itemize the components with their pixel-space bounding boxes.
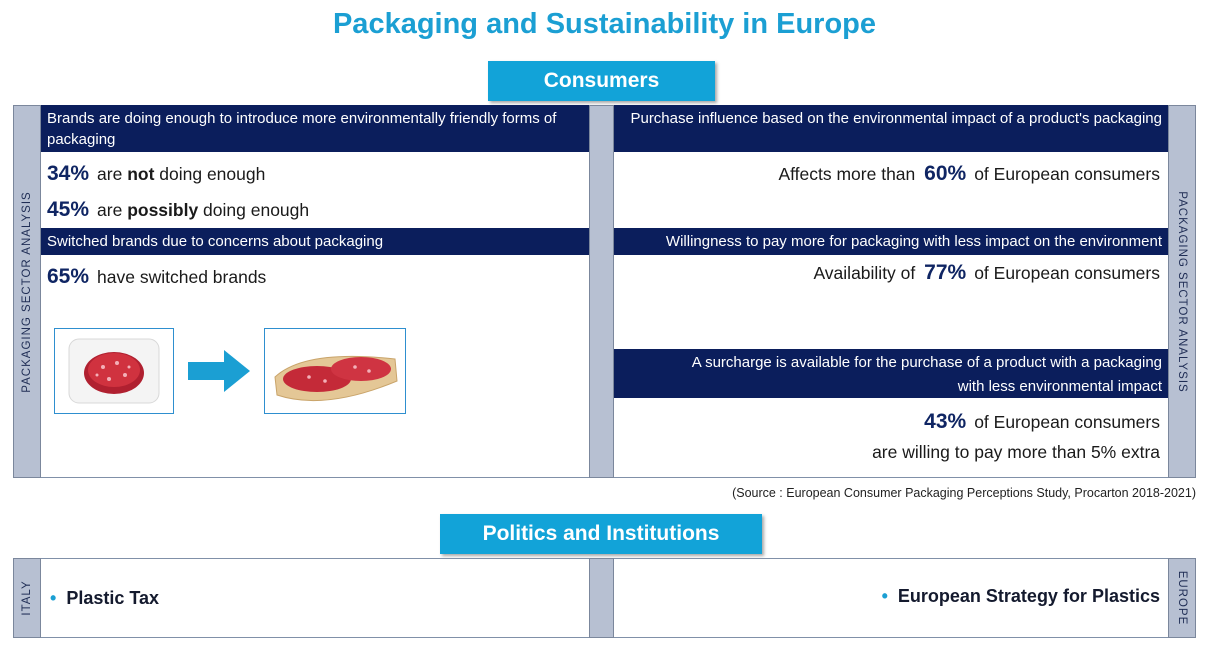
- bullet-icon: •: [50, 588, 57, 608]
- right-stat-affects: Affects more than 60% of European consume…: [778, 162, 1160, 185]
- eu-strategy-label: European Strategy for Plastics: [897, 586, 1160, 606]
- stat-percent: 34%: [47, 162, 90, 185]
- right-band-purchase-influence: Purchase influence based on the environm…: [614, 105, 1168, 152]
- eu-strategy-item: • European Strategy for Plastics: [882, 586, 1160, 607]
- politics-center-divider: [589, 558, 614, 638]
- plastic-tax-item: • Plastic Tax: [50, 588, 159, 609]
- arrow-right-icon: [188, 350, 252, 392]
- italy-label: ITALY: [21, 580, 33, 616]
- left-band-switched-text: Switched brands due to concerns about pa…: [47, 233, 384, 250]
- right-band-purchase-influence-text: Purchase influence based on the environm…: [630, 110, 1162, 127]
- right-band-surcharge: A surcharge is available for the purchas…: [614, 349, 1168, 398]
- right-band-surcharge-line2: with less environmental impact: [957, 378, 1162, 395]
- europe-sidebar: EUROPE: [1168, 558, 1196, 638]
- meat-tray-photo-before: [54, 328, 174, 414]
- right-sidebar: PACKAGING SECTOR ANALYSIS: [1168, 105, 1196, 478]
- left-stat-possibly-enough: 45% are possibly doing enough: [47, 198, 310, 221]
- right-sidebar-label: PACKAGING SECTOR ANALYSIS: [1176, 190, 1188, 393]
- stat-percent: 65%: [47, 265, 90, 288]
- stat-percent: 43%: [924, 410, 967, 433]
- left-sidebar-label: PACKAGING SECTOR ANALYSIS: [21, 190, 33, 393]
- right-band-willingness-text: Willingness to pay more for packaging wi…: [665, 233, 1162, 250]
- left-band-brands: Brands are doing enough to introduce mor…: [41, 105, 589, 152]
- bullet-icon: •: [881, 586, 888, 606]
- stat-percent: 60%: [924, 162, 967, 185]
- consumers-tab-label: Consumers: [543, 69, 660, 92]
- left-stat-not-enough: 34% are not doing enough: [47, 162, 266, 185]
- stat-percent: 45%: [47, 198, 90, 221]
- center-divider: [589, 105, 614, 478]
- consumers-tab: Consumers: [488, 61, 715, 101]
- italy-sidebar: ITALY: [13, 558, 41, 638]
- meat-tray-photo-after: [264, 328, 406, 414]
- politics-tab-label: Politics and Institutions: [482, 522, 720, 545]
- left-sidebar: PACKAGING SECTOR ANALYSIS: [13, 105, 41, 478]
- page-title: Packaging and Sustainability in Europe: [332, 8, 877, 40]
- source-note: (Source : European Consumer Packaging Pe…: [732, 486, 1196, 500]
- left-stat-switched: 65% have switched brands: [47, 265, 267, 288]
- politics-tab: Politics and Institutions: [440, 514, 762, 554]
- stat-percent: 77%: [924, 261, 967, 284]
- plastic-tax-label: Plastic Tax: [66, 588, 160, 608]
- right-stat-availability: Availability of 77% of European consumers: [813, 261, 1160, 284]
- left-band-brands-text: Brands are doing enough to introduce mor…: [47, 110, 557, 148]
- right-stat-surcharge: 43% of European consumers are willing to …: [872, 407, 1160, 467]
- europe-label: EUROPE: [1176, 570, 1188, 626]
- left-band-switched: Switched brands due to concerns about pa…: [41, 228, 589, 255]
- right-band-willingness: Willingness to pay more for packaging wi…: [614, 228, 1168, 255]
- right-band-surcharge-line1: A surcharge is available for the purchas…: [691, 354, 1162, 371]
- right-stat-surcharge-line2: are willing to pay more than 5% extra: [872, 442, 1160, 462]
